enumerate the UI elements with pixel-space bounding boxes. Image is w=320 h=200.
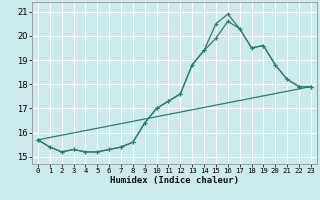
X-axis label: Humidex (Indice chaleur): Humidex (Indice chaleur) [110, 176, 239, 185]
